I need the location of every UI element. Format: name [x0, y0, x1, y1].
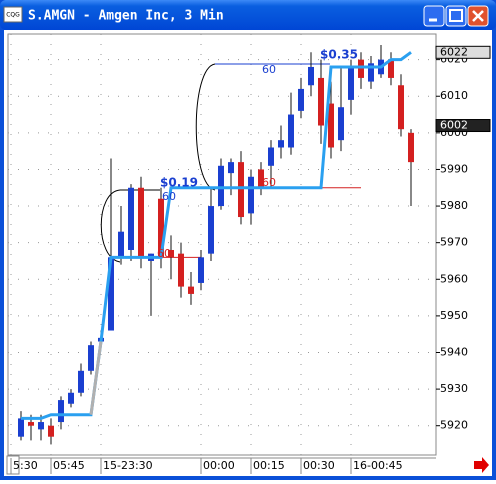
annotation: 60	[162, 190, 176, 203]
price-marker-label: 6002	[440, 119, 468, 132]
candle-body	[168, 249, 174, 258]
price-marker-box	[435, 45, 491, 59]
candle-body	[78, 370, 84, 393]
line-series	[21, 51, 412, 420]
candle-body	[138, 187, 144, 258]
bracket	[195, 63, 216, 191]
y-tick-label: 5940	[440, 345, 468, 358]
y-tick-label: 6010	[440, 89, 468, 102]
annotation: 60	[157, 247, 171, 260]
candle-body	[258, 169, 264, 188]
candle-body	[118, 231, 124, 258]
candle-body	[58, 400, 64, 423]
candle-body	[38, 422, 44, 430]
scroll-box[interactable]	[6, 455, 20, 475]
y-tick-label: 5990	[440, 162, 468, 175]
candle-body	[108, 257, 114, 331]
candle-body	[198, 257, 204, 283]
candle-body	[278, 140, 284, 148]
candle-body	[48, 425, 54, 437]
candle-body	[228, 162, 234, 174]
candle-body	[268, 147, 274, 166]
candle-body	[158, 198, 164, 258]
y-tick-label: 5930	[440, 382, 468, 395]
candle-body	[288, 114, 294, 148]
candle-body	[338, 107, 344, 141]
price-marker-box	[435, 119, 491, 133]
y-tick-label: 5970	[440, 236, 468, 249]
title-bar	[0, 0, 496, 30]
annotation: 60	[262, 63, 276, 76]
candle-body	[308, 66, 314, 86]
window-buttons[interactable]	[423, 5, 489, 27]
candle-body	[178, 253, 184, 287]
candle-body	[248, 176, 254, 214]
candle-body	[298, 88, 304, 111]
candle-body	[238, 162, 244, 218]
window-title: S.AMGN - Amgen Inc, 3 Min	[28, 9, 224, 24]
x-tick-label: 16-00:45	[353, 459, 403, 472]
y-tick-label: 5920	[440, 419, 468, 432]
candle-body	[388, 59, 394, 78]
annotation: $0.19	[160, 176, 198, 190]
x-tick-label: 15-23:30	[103, 459, 153, 472]
candle-body	[88, 345, 94, 371]
candle-body	[368, 63, 374, 82]
annotation: $0.35	[320, 48, 358, 62]
candle-body	[328, 103, 334, 148]
x-tick-label: 05:45	[53, 459, 85, 472]
candle-body	[208, 206, 214, 254]
y-tick-label: 5960	[440, 272, 468, 285]
candle-body	[218, 165, 224, 207]
candle-body	[68, 392, 74, 404]
plot-area	[7, 33, 437, 456]
icon-text: CQG	[6, 12, 20, 19]
y-tick-label: 5950	[440, 309, 468, 322]
x-tick-label: 5:30	[13, 459, 38, 472]
app-icon	[3, 6, 23, 23]
candle-body	[318, 77, 324, 126]
candle-body	[408, 132, 414, 163]
candle-body	[188, 286, 194, 294]
candle-body	[358, 59, 364, 78]
price-marker-label: 6022	[440, 45, 468, 58]
candle-body	[28, 422, 34, 426]
y-tick-label: 5980	[440, 199, 468, 212]
scroll-arrow[interactable]	[474, 457, 489, 473]
candle-body	[18, 418, 24, 437]
candle-body	[128, 187, 134, 250]
x-tick-label: 00:15	[253, 459, 285, 472]
candle-body	[398, 85, 404, 130]
annotation: 60	[262, 176, 276, 189]
candle-body	[348, 66, 354, 100]
minimize-button[interactable]	[423, 5, 445, 27]
x-tick-label: 00:30	[303, 459, 335, 472]
x-tick-label: 00:00	[203, 459, 235, 472]
line-series	[89, 341, 103, 415]
